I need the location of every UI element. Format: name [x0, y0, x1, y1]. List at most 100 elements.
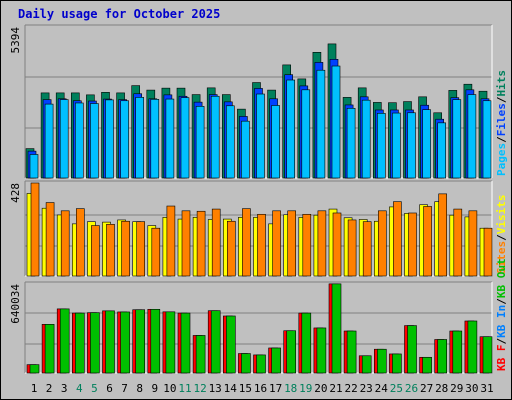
day-label: 23 [360, 382, 373, 395]
sites-bar [76, 208, 85, 277]
day-label: 16 [254, 382, 267, 395]
pages-bar [301, 89, 311, 179]
chart-title: Daily usage for October 2025 [18, 7, 221, 21]
sites-bar [242, 208, 251, 277]
kb-out-bar [105, 310, 115, 374]
pages-bar [75, 102, 84, 179]
pages-bar [316, 69, 326, 179]
day-label: 27 [420, 382, 433, 395]
day-label: 28 [435, 382, 448, 395]
sites-bar [408, 212, 417, 277]
day-label: 25 [390, 382, 403, 395]
day-label: 19 [299, 382, 312, 395]
sites-bar [257, 213, 266, 277]
day-label: 26 [405, 382, 418, 395]
kbytes-legend-separator: / [495, 338, 508, 345]
pages-bar [452, 99, 462, 179]
sites-bar [468, 210, 478, 277]
day-label: 29 [450, 382, 463, 395]
pages-bar [346, 107, 356, 179]
kb-out-bar [120, 311, 130, 374]
kb-out-bar [165, 311, 176, 374]
pages-bar [286, 79, 296, 179]
hits-legend-separator: / [495, 136, 508, 143]
sites-bar [91, 225, 100, 277]
sites-bar [136, 221, 145, 277]
sites-bar [393, 201, 402, 277]
kb-out-bar [286, 330, 297, 374]
day-label: 24 [375, 382, 389, 395]
kb-out-bar [331, 283, 342, 374]
day-label: 22 [344, 382, 357, 395]
sites-bar [45, 202, 55, 277]
pages-bar [226, 105, 235, 179]
kb-out-bar [180, 312, 191, 374]
sites-bar [166, 205, 176, 277]
kb-out-bar [210, 310, 221, 374]
pages-bar [90, 103, 99, 179]
kb-out-bar [59, 308, 70, 374]
sites-bar [377, 210, 387, 277]
pages-bar [150, 99, 160, 179]
day-label: 9 [151, 382, 158, 395]
day-label: 8 [136, 382, 143, 395]
pages-bar [376, 113, 386, 179]
pages-bar [165, 98, 175, 179]
day-label: 10 [163, 382, 176, 395]
pages-bar [135, 97, 144, 179]
day-label: 31 [480, 382, 493, 395]
day-label: 5 [91, 382, 98, 395]
kb-out-bar [195, 335, 206, 374]
pages-bar [392, 112, 401, 179]
sites-bar [453, 208, 463, 277]
kb-out-bar [437, 339, 448, 374]
visits-legend-separator: / [495, 234, 508, 241]
visits-legend-entry: Sites [495, 241, 508, 274]
pages-bar [482, 100, 492, 179]
day-label: 2 [46, 382, 53, 395]
kb-out-bar [44, 324, 55, 374]
pages-bar [59, 99, 69, 179]
sites-bar [362, 221, 372, 277]
sites-bar [211, 208, 221, 277]
pages-bar [210, 95, 220, 179]
pages-bar [437, 122, 447, 179]
kb-out-bar [392, 353, 402, 374]
pages-bar [120, 100, 129, 179]
sites-bar [483, 227, 493, 277]
kbytes-legend-entry: KB In [495, 305, 508, 338]
sites-bar [302, 213, 312, 277]
pages-bar [29, 154, 39, 179]
kb-out-bar [135, 309, 145, 374]
hits-axis-max-label: 5394 [9, 27, 22, 54]
sites-bar [196, 210, 206, 277]
sites-bar [438, 193, 448, 277]
hits-legend: Pages/Files/Hits [495, 70, 508, 176]
kb-out-bar [407, 325, 417, 374]
pages-bar [407, 112, 416, 179]
kb-out-bar [316, 327, 327, 374]
pages-bar [44, 103, 54, 179]
kb-out-bar [482, 336, 493, 374]
kbytes-legend: KB F/KB In/KB Out [495, 258, 508, 371]
kb-out-bar [361, 355, 372, 374]
sites-bar [30, 182, 40, 277]
kbytes-legend-separator: / [495, 298, 508, 305]
kb-out-bar [301, 312, 312, 374]
kb-out-bar [467, 320, 478, 374]
day-label: 4 [76, 382, 83, 395]
visits-legend-entry: Visits [495, 195, 508, 235]
day-label: 20 [314, 382, 327, 395]
day-label: 13 [209, 382, 222, 395]
pages-bar [180, 97, 190, 179]
sites-bar [287, 210, 297, 277]
visits-legend: Sites/Visits [495, 195, 508, 275]
visits-axis-max-label: 428 [9, 183, 22, 203]
kb-out-bar [256, 354, 266, 374]
kb-out-bar [271, 347, 281, 374]
kb-out-bar [75, 312, 85, 374]
kbytes-legend-entry: KB F [495, 345, 508, 372]
kb-out-bar [90, 312, 100, 374]
day-label: 15 [239, 382, 252, 395]
